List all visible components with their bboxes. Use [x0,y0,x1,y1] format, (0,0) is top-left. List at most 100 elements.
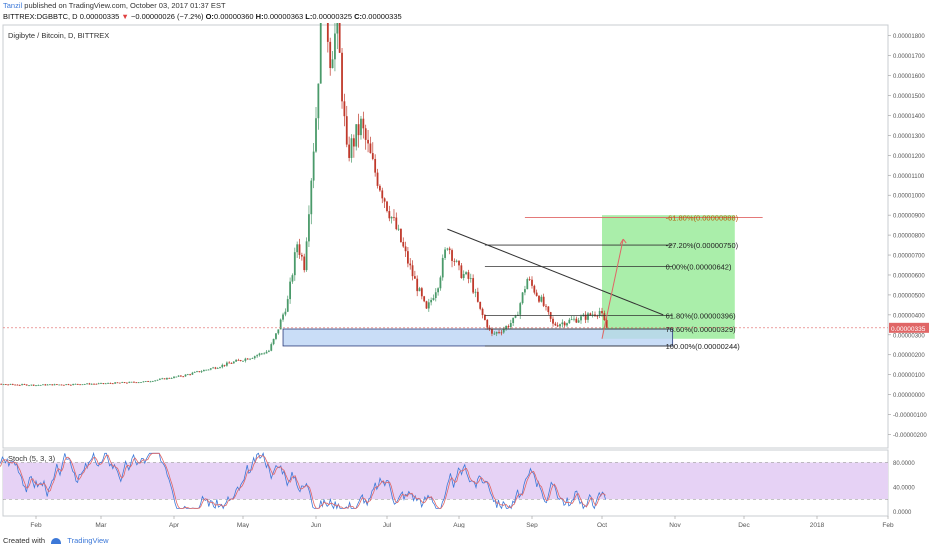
candle [423,295,426,303]
candle [9,383,12,385]
candle [448,246,451,255]
candle [319,23,322,84]
candle [116,382,119,384]
candle [253,355,256,360]
candle [528,276,531,282]
candle [11,383,14,386]
arrow-head-icon [619,238,627,245]
candle [161,377,164,380]
candle [357,113,360,148]
chart-canvas[interactable]: -61.80%(0.00000888) -27.20%(0.00000750) 0.… [0,23,932,528]
candle [140,382,142,383]
projection-arrow[interactable] [601,238,624,339]
candle [430,297,433,306]
candle [427,298,430,312]
open-value: 0.00000360 [213,12,254,21]
stoch-y-tick-label: 0.0000 [893,510,912,516]
stoch-y-tick-label: 40.0000 [893,486,915,492]
y-tick-label: 0.00001500 [893,94,925,100]
candle [28,385,30,387]
candle [147,380,149,382]
candle [407,246,409,268]
candle [465,271,467,276]
candle [263,352,266,355]
candle [258,352,261,357]
candle [200,370,203,373]
candle [352,134,355,158]
candle [270,342,273,352]
y-tick-label: 0.00001100 [893,174,925,180]
candle [554,321,557,327]
candle [21,383,23,386]
candle [246,357,249,360]
candle [531,276,533,289]
candle [121,381,124,383]
candle [109,382,112,384]
y-tick-label: 0.00000900 [893,214,925,220]
x-tick-label: Sep [526,522,538,528]
x-tick-label: Feb [882,522,894,528]
descending-trendline[interactable] [447,228,664,316]
candle [177,375,180,377]
y-tick-label: 0.00000800 [893,234,925,240]
candle [284,308,287,317]
candle [434,288,437,302]
candle [186,373,189,376]
candle [462,270,465,281]
candle [587,311,589,323]
candle [291,273,294,284]
open-label: O: [205,12,214,21]
candle [154,380,157,382]
candle [81,384,84,386]
candle [173,376,175,379]
candle [400,228,402,243]
candle [441,254,444,281]
candle [524,285,526,296]
author-link[interactable]: Tanzil [3,1,23,10]
candle [317,83,320,130]
low-value: 0.00000325 [312,12,353,21]
candle [104,382,107,385]
candle [491,328,493,337]
candle [568,317,571,324]
candle [334,23,336,72]
candle [383,197,386,209]
symbol-info: BITTREX:DGBBTC, D 0.00000335 ▼ −0.000000… [3,12,402,21]
tradingview-link[interactable]: TradingView [67,536,109,545]
candle [51,384,54,386]
x-tick-label: Oct [597,522,607,528]
candle [488,325,491,332]
candle [193,371,196,373]
candle [25,384,28,386]
candle [216,367,219,369]
candle [563,321,566,328]
candle [102,382,105,385]
candle [170,377,173,379]
candle [265,349,268,354]
candle [303,253,306,273]
candle [402,237,405,248]
candle [196,370,198,373]
candle [37,384,40,386]
high-value: 0.00000363 [263,12,304,21]
candle [362,111,365,139]
y-tick-label: 0.00001700 [893,54,925,60]
y-tick-label: -0.00000200 [893,433,927,439]
candle [376,168,379,189]
candle [493,331,496,335]
candle [540,294,543,303]
x-tick-label: Jul [383,522,392,528]
candle [404,241,407,258]
candle [575,316,578,324]
stoch-y-tick-label: 80.0000 [893,461,915,467]
candle [0,383,3,385]
candle [230,362,233,364]
candle [331,51,334,69]
candle [552,316,554,327]
candle [432,294,435,301]
candle [35,385,37,387]
down-arrow-icon: ▼ [121,12,129,21]
candle [184,374,187,377]
candle [326,23,329,53]
y-tick-label: 0.00001800 [893,34,925,40]
